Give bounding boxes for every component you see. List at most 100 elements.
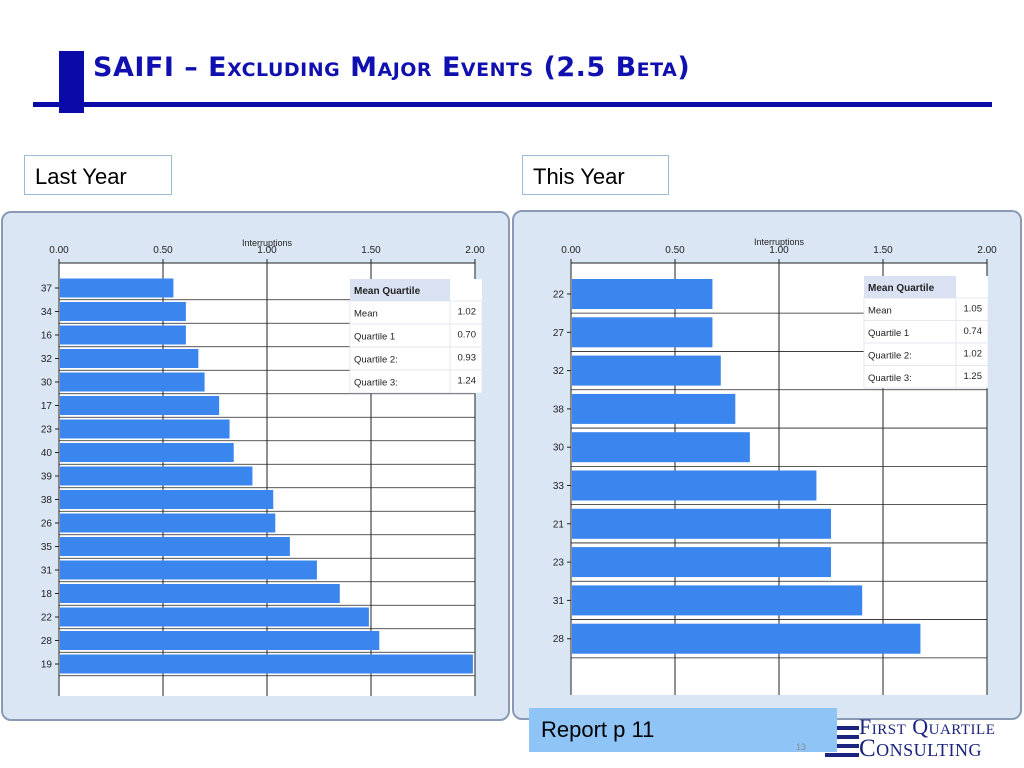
category-label: 32: [41, 354, 53, 365]
bar: [60, 584, 340, 603]
category-label: 32: [553, 366, 565, 377]
bar: [60, 302, 186, 321]
bar: [572, 317, 713, 348]
mean-quartile-table: Mean Quartile Mean 1.02 Quartile 1 0.70 Quart…: [349, 279, 483, 394]
bar: [60, 607, 369, 627]
tick-label: 0.00: [49, 245, 69, 256]
mean-quartile-table: Mean Quartile Mean 1.05 Quartile 1 0.74 Quart…: [863, 276, 989, 389]
tick-label: 0.50: [153, 245, 173, 256]
last-year-chart: Interruptions 0.00 0.50 1.00 1.50 2.00 37 34 16 3…: [41, 238, 485, 696]
category-label: 40: [41, 448, 53, 459]
logo-line1: First Quartile: [859, 714, 996, 739]
table-row-label: Quartile 1: [354, 332, 395, 343]
tick-label: 1.00: [257, 245, 277, 256]
tick-label: 2.00: [465, 245, 485, 256]
bar: [60, 490, 274, 509]
category-label: 22: [553, 290, 565, 301]
table-row-label: Quartile 2:: [354, 355, 398, 366]
slide-title: SAIFI – Excluding Major Events (2.5 Beta…: [93, 52, 691, 83]
bar: [60, 631, 380, 650]
category-label: 38: [41, 495, 53, 506]
tick-label: 1.50: [361, 245, 381, 256]
category-label: 21: [553, 519, 565, 530]
table-header: Mean Quartile: [868, 283, 935, 294]
x-axis-label: Interruptions: [242, 238, 293, 248]
bar: [60, 419, 230, 439]
category-label: 27: [553, 328, 565, 339]
table-row-label: Quartile 3:: [868, 373, 912, 384]
table-value-cell: [449, 369, 483, 394]
table-value-cell: [955, 365, 989, 389]
category-label: 38: [553, 404, 565, 415]
bar: [572, 585, 863, 616]
table-row-value: 0.70: [458, 330, 477, 341]
logo-bar: [837, 726, 859, 730]
bar: [60, 513, 276, 533]
bar: [60, 325, 186, 345]
bar: [572, 432, 750, 463]
this-year-chart-panel: Interruptions 0.00 0.50 1.00 1.50 2.00 22 27 32 3…: [512, 210, 1022, 720]
category-label: 17: [41, 401, 53, 412]
table-row-label: Quartile 1: [868, 328, 909, 339]
bar: [60, 560, 317, 580]
category-label: 31: [553, 596, 565, 607]
category-label: 23: [41, 425, 53, 436]
category-label: 33: [553, 481, 565, 492]
tick-label: 0.00: [561, 245, 581, 256]
category-label: 35: [41, 542, 53, 553]
bar: [572, 355, 721, 386]
bar: [60, 443, 234, 462]
category-label: 30: [41, 378, 53, 389]
category-label: 19: [41, 660, 53, 671]
table-row-label: Mean: [354, 309, 378, 320]
company-logo: First Quartile Consulting: [825, 708, 1020, 768]
x-axis-label: Interruptions: [754, 237, 805, 247]
category-label: 28: [41, 636, 53, 647]
bar: [572, 470, 817, 501]
logo-line2: Consulting: [859, 735, 983, 762]
table-header: Mean Quartile: [354, 286, 421, 297]
category-label: 23: [553, 558, 565, 569]
category-label: 31: [41, 566, 53, 577]
table-row-value: 1.02: [458, 307, 477, 318]
table-row-label: Mean: [868, 305, 892, 316]
category-label: 37: [41, 284, 53, 295]
last-year-label: Last Year: [24, 155, 172, 195]
bar: [60, 396, 220, 415]
bar: [60, 349, 199, 368]
table-row-value: 0.93: [458, 353, 477, 364]
logo-bar: [837, 744, 859, 748]
bar: [60, 466, 253, 486]
bar: [60, 537, 290, 556]
bar: [572, 508, 831, 539]
table-row-value: 0.74: [964, 326, 983, 337]
category-label: 34: [41, 307, 53, 318]
report-reference: Report p 11: [529, 708, 837, 752]
tick-label: 2.00: [977, 245, 997, 256]
title-rule: [33, 102, 992, 107]
table-row-value: 1.02: [964, 348, 983, 359]
category-label: 39: [41, 472, 53, 483]
table-row-value: 1.24: [458, 376, 477, 387]
bar: [572, 623, 921, 654]
this-year-chart: Interruptions 0.00 0.50 1.00 1.50 2.00 22 27 32 3…: [553, 237, 997, 695]
table-row-value: 1.05: [964, 303, 983, 314]
bar: [572, 393, 736, 424]
tick-label: 1.00: [769, 245, 789, 256]
logo-bar: [837, 735, 859, 739]
this-year-label: This Year: [522, 155, 669, 195]
table-header-bg: [350, 279, 450, 301]
page-number: 13: [796, 742, 807, 752]
table-row-label: Quartile 3:: [354, 378, 398, 389]
bar: [572, 547, 831, 578]
table-header-bg: [864, 276, 956, 298]
category-label: 16: [41, 331, 53, 342]
tick-label: 0.50: [665, 245, 685, 256]
category-label: 18: [41, 589, 53, 600]
logo-bar: [825, 753, 859, 757]
bar: [60, 372, 205, 392]
category-label: 22: [41, 613, 53, 624]
table-row-value: 1.25: [964, 371, 983, 382]
bar: [60, 654, 473, 674]
last-year-chart-panel: Interruptions 0.00 0.50 1.00 1.50 2.00 37 34 16 3…: [1, 211, 510, 721]
